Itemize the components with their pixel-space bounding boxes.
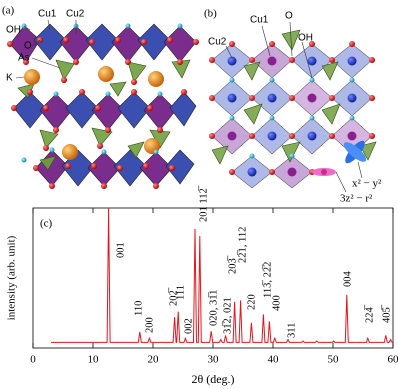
orbital-label: 3z² − r² xyxy=(340,193,373,205)
peak-label: 220 xyxy=(246,294,257,310)
orbitals xyxy=(312,140,367,193)
y-axis-label: intensity (arb. unit) xyxy=(6,235,18,320)
o-atoms xyxy=(7,37,199,189)
atom-label: O xyxy=(285,11,293,22)
tetrahedra xyxy=(17,59,191,171)
atom-label: Cu2 xyxy=(208,37,227,48)
cu-atoms xyxy=(227,56,357,177)
x-tick-label: 10 xyxy=(88,354,100,366)
x-tick-label: 50 xyxy=(328,354,340,366)
peak-label: 110 xyxy=(133,301,144,316)
peak-label: 201 112̅ xyxy=(198,185,209,222)
peak-label: 111 xyxy=(175,285,186,300)
peak-label: 311 xyxy=(286,323,297,338)
x-tick-label: 20 xyxy=(148,354,160,366)
atom-label: As xyxy=(18,53,30,64)
panel-label: (b) xyxy=(204,8,217,20)
plot-frame xyxy=(32,207,394,349)
peak-label: 200 xyxy=(144,317,155,333)
peak-label: 224̅ xyxy=(364,304,375,323)
octahedra xyxy=(211,43,373,189)
peak-label: 400 xyxy=(271,295,282,311)
x-tick-label: 40 xyxy=(268,354,280,366)
x-tick-label: 60 xyxy=(388,354,398,366)
peak-label: 405̅ xyxy=(381,304,392,323)
structure-b: (b) Cu2 Cu1 O OH x² − y² 3z² − r² xyxy=(204,8,382,205)
peak-label: 004 xyxy=(342,271,353,288)
atom-label: Cu2 xyxy=(66,9,85,20)
panel-label: (a) xyxy=(2,5,15,17)
xrd-chart: (c) 2θ (deg.) intensity (arb. unit) 0 10 2… xyxy=(6,185,398,385)
atom-label: Cu1 xyxy=(250,15,269,26)
leaders xyxy=(15,19,77,79)
oh-atoms xyxy=(229,77,355,159)
peak-label: 202̅ xyxy=(168,287,179,306)
atom-label: K xyxy=(6,73,13,84)
k-atoms xyxy=(24,66,164,160)
x-tick-label: 0 xyxy=(30,354,36,366)
peak-label: 31̅2, 021 xyxy=(222,297,233,334)
peak-label: 001 xyxy=(115,242,126,258)
x-axis-label: 2θ (deg.) xyxy=(191,372,234,386)
tetrahedra xyxy=(211,29,377,165)
atom-label: O xyxy=(24,41,32,52)
layer xyxy=(9,23,197,187)
peak-label: 020, 31̅1 xyxy=(208,290,219,326)
x-tick-label: 30 xyxy=(208,354,220,366)
panel-label: (c) xyxy=(40,218,53,230)
structure-a: (a) OH Cu1 Cu2 O As K xyxy=(2,5,199,189)
peak-label: 113̅, 22̅2 xyxy=(262,262,273,298)
peak-label: 203̅ xyxy=(227,255,238,274)
xrd-line xyxy=(51,208,393,343)
cu1-atoms xyxy=(227,56,357,177)
oh-atoms xyxy=(21,23,183,163)
peak-label: 002 xyxy=(183,318,194,334)
leaders xyxy=(225,21,313,79)
orbital-label: x² − y² xyxy=(352,178,382,190)
peak-label: 22̅1, 112 xyxy=(237,227,248,263)
atom-label: OH xyxy=(298,33,313,44)
o-atoms xyxy=(209,41,375,175)
atom-label: Cu1 xyxy=(38,9,57,20)
atom-label: OH xyxy=(6,25,21,36)
